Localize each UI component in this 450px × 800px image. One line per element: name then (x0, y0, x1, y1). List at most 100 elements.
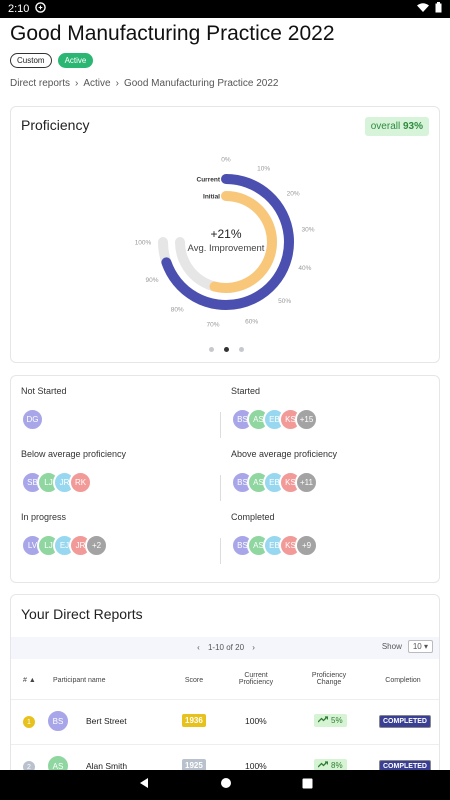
sort-up-icon: ▲ (28, 677, 36, 684)
gauge-tick-label: 80% (171, 307, 184, 314)
chevron-right-icon: › (75, 78, 79, 89)
carousel-dot[interactable] (208, 347, 214, 352)
show-label: Show (381, 642, 402, 651)
page: Good Manufacturing Practice 2022 Custom … (0, 18, 450, 770)
group-below-average[interactable]: Below average proficiency SB LJ JR RK (21, 449, 126, 494)
table-row[interactable]: 1 BS Bert Street 1936 100% 5% COMPLETED (11, 699, 439, 743)
overall-label: overall (370, 121, 401, 132)
carousel-dots (11, 347, 441, 352)
carousel-dot[interactable] (238, 347, 244, 352)
gauge-tick-label: 20% (287, 191, 300, 198)
current-proficiency: 100% (245, 761, 267, 770)
avatar-stack: BS AS EB KS +9 (231, 534, 318, 557)
gauge-tick-label: 40% (298, 265, 311, 272)
col-participant[interactable]: Participant name (53, 677, 106, 684)
direct-reports-title: Your Direct Reports (21, 606, 143, 622)
group-label: In progress (21, 512, 67, 522)
divider (220, 475, 221, 501)
proficiency-title: Proficiency (21, 117, 90, 133)
gauge-tick-label: 60% (245, 318, 258, 325)
group-label: Above average proficiency (231, 449, 338, 459)
current-proficiency: 100% (245, 716, 267, 726)
legend-current: Current (197, 177, 221, 184)
group-label: Not Started (21, 386, 67, 396)
table-row[interactable]: 2 AS Alan Smith 1925 100% 8% COMPLETED (11, 744, 439, 770)
group-in-progress[interactable]: In progress LV LJ EJ JR +2 (21, 512, 108, 557)
table-pagination: ‹ 1-10 of 20 › Show 10 ▾ (11, 637, 439, 659)
gauge-tick-label: 0% (221, 157, 231, 164)
group-started[interactable]: Started BS AS EB KS +15 (231, 386, 318, 431)
avatar-stack: SB LJ JR RK (21, 471, 126, 494)
divider (220, 538, 221, 564)
android-nav-bar (0, 770, 450, 800)
avg-improvement-value: +21% (210, 227, 241, 241)
group-label: Completed (231, 512, 275, 522)
chevron-right-icon[interactable]: › (252, 643, 255, 652)
col-proficiency-change[interactable]: Proficiency Change (311, 672, 347, 686)
proficiency-gauge[interactable]: 0% 10% 20% 30% 40% 50% 60% 70% 80% 90% 100% Current… (11, 107, 441, 347)
proficiency-card: Proficiency overall 93% 0% 10% 20% 30% 40% 50… (10, 106, 440, 363)
initial-arc (209, 191, 277, 293)
wifi-icon (417, 2, 429, 16)
group-above-average[interactable]: Above average proficiency BS AS EB KS +1… (231, 449, 337, 494)
divider (220, 412, 221, 438)
completion-status: COMPLETED (379, 715, 431, 728)
legend-initial: Initial (203, 194, 220, 201)
score-badge: 1925 (182, 759, 206, 770)
trending-up-icon (317, 716, 329, 725)
avg-improvement-label: Avg. Improvement (188, 243, 265, 254)
home-icon[interactable] (220, 776, 232, 794)
page-size-select[interactable]: 10 ▾ (407, 640, 433, 653)
carousel-dot-active[interactable] (223, 347, 229, 352)
sync-icon (35, 2, 47, 16)
gauge-tick-label: 30% (301, 227, 314, 234)
overall-badge: overall 93% (364, 117, 429, 136)
status-badges: Custom Active (10, 53, 94, 68)
group-not-started[interactable]: Not Started DG (21, 386, 67, 431)
gauge-tick-label: 70% (207, 321, 220, 328)
page-size-value: 10 (412, 642, 422, 651)
avatar-more-count[interactable]: +15 (295, 408, 318, 431)
breadcrumb-active[interactable]: Active (83, 78, 111, 89)
chevron-down-icon: ▾ (423, 642, 428, 651)
group-completed[interactable]: Completed BS AS EB KS +9 (231, 512, 318, 557)
gauge-tick-label: 50% (278, 298, 291, 305)
avatar: BS (46, 709, 70, 733)
avatar[interactable]: RK (69, 471, 92, 494)
score-badge: 1936 (182, 714, 206, 727)
avatar-stack: DG (21, 408, 67, 431)
overall-value: 93% (402, 121, 423, 132)
recents-icon[interactable] (302, 776, 313, 794)
chevron-right-icon: › (115, 78, 119, 89)
table-header: # ▲ Participant name Score Current Profi… (11, 665, 439, 699)
avatar: AS (46, 754, 70, 770)
back-icon[interactable] (138, 776, 150, 794)
page-size: Show 10 ▾ (382, 640, 433, 653)
group-label: Started (231, 386, 261, 396)
rank-badge: 2 (23, 761, 35, 770)
custom-badge: Custom (10, 53, 52, 68)
breadcrumb-direct-reports[interactable]: Direct reports (10, 78, 71, 89)
avatar-more-count[interactable]: +2 (85, 534, 108, 557)
battery-icon (435, 2, 442, 16)
status-time: 2:10 (8, 3, 30, 15)
avatar[interactable]: DG (21, 408, 44, 431)
avatar-more-count[interactable]: +11 (295, 471, 318, 494)
col-rank[interactable]: # ▲ (23, 677, 36, 684)
breadcrumb: Direct reports › Active › Good Manufactu… (10, 78, 278, 89)
pagination-range: 1-10 of 20 (207, 643, 245, 652)
pagination-nav: ‹ 1-10 of 20 › (11, 643, 439, 652)
group-label: Below average proficiency (21, 449, 127, 459)
breadcrumb-current: Good Manufacturing Practice 2022 (123, 78, 279, 89)
avatar-more-count[interactable]: +9 (295, 534, 318, 557)
col-current-proficiency[interactable]: Current Proficiency (238, 672, 274, 686)
avatar-stack: LV LJ EJ JR +2 (21, 534, 108, 557)
status-bar: 2:10 (0, 0, 450, 18)
proficiency-change: 8% (314, 759, 347, 770)
trending-up-icon (317, 761, 329, 770)
col-score[interactable]: Score (184, 677, 204, 684)
chevron-left-icon[interactable]: ‹ (197, 643, 200, 652)
participant-groups-card: Not Started DG Started BS AS EB KS +15 B… (10, 375, 440, 583)
col-completion[interactable]: Completion (385, 677, 421, 684)
avatar-stack: BS AS EB KS +15 (231, 408, 318, 431)
